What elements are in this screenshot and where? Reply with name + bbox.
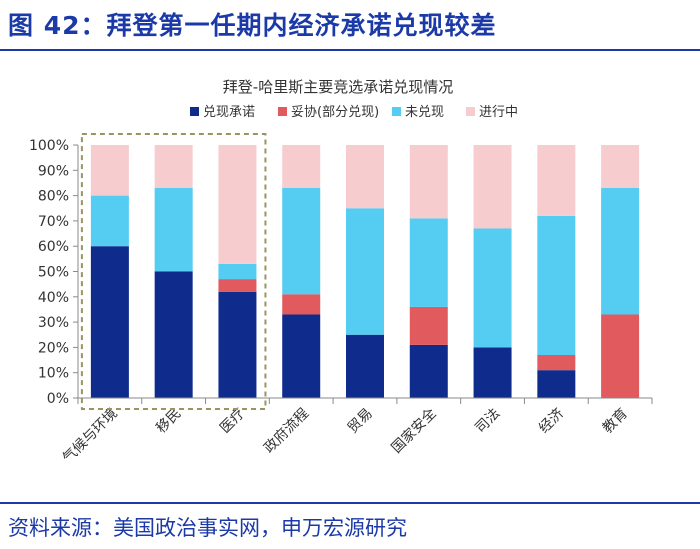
bar-segment bbox=[537, 370, 576, 398]
y-tick-label: 90% bbox=[38, 163, 69, 179]
bar-segment bbox=[473, 228, 512, 348]
bar-segment bbox=[537, 354, 576, 371]
bar-segment bbox=[346, 145, 384, 209]
x-tick-label: 医疗 bbox=[217, 406, 248, 437]
x-tick-label: 气候与环境 bbox=[60, 406, 121, 467]
legend-label: 未兑现 bbox=[405, 105, 444, 120]
bar-segment bbox=[409, 145, 448, 219]
bar-segment bbox=[601, 145, 640, 189]
y-tick-label: 50% bbox=[38, 265, 69, 281]
bar-segment bbox=[154, 188, 193, 272]
bar-segment bbox=[346, 334, 384, 398]
x-tick-label: 贸易 bbox=[345, 406, 376, 437]
bar-segment bbox=[473, 145, 512, 229]
legend-label: 兑现承诺 bbox=[203, 105, 255, 120]
bar-segment bbox=[90, 145, 129, 196]
x-tick-label: 国家安全 bbox=[388, 405, 440, 457]
bar-segment bbox=[218, 263, 257, 280]
y-tick-label: 20% bbox=[38, 340, 69, 356]
bar-segment bbox=[218, 145, 257, 264]
y-tick-label: 60% bbox=[38, 239, 69, 255]
bars bbox=[90, 145, 640, 398]
legend-swatch bbox=[278, 107, 287, 116]
x-axis: 气候与环境 移民 医疗 政府流程 贸易 国家安全 司法 经济 教育 bbox=[60, 397, 653, 467]
title-underline bbox=[0, 49, 700, 51]
legend-label: 妥协(部分兑现) bbox=[291, 105, 379, 120]
bar-segment bbox=[90, 195, 129, 247]
y-tick-label: 40% bbox=[38, 290, 69, 306]
footer-rule bbox=[0, 502, 700, 504]
bar-segment bbox=[154, 145, 193, 189]
source-note: 资料来源：美国政治事实网，申万宏源研究 bbox=[8, 516, 407, 540]
y-tick-label: 0% bbox=[47, 391, 69, 407]
bar-segment bbox=[282, 294, 321, 315]
bar-segment bbox=[473, 347, 512, 398]
legend: 兑现承诺 妥协(部分兑现) 未兑现 进行中 bbox=[190, 105, 518, 120]
x-tick-label: 司法 bbox=[472, 406, 503, 437]
x-tick-label: 移民 bbox=[153, 406, 184, 437]
bar-segment bbox=[537, 145, 576, 216]
legend-swatch bbox=[190, 107, 199, 116]
y-tick-label: 100% bbox=[29, 138, 69, 154]
x-tick-label: 经济 bbox=[536, 406, 567, 437]
bar-segment bbox=[282, 188, 321, 295]
bar-segment bbox=[346, 208, 384, 335]
x-tick-label: 政府流程 bbox=[261, 406, 312, 457]
bar-segment bbox=[409, 218, 448, 307]
y-tick-label: 30% bbox=[38, 315, 69, 331]
bar-segment bbox=[601, 314, 640, 398]
x-tick-label: 教育 bbox=[600, 406, 631, 437]
bar-segment bbox=[90, 246, 129, 398]
y-tick-label: 70% bbox=[38, 214, 69, 230]
figure-title: 图 42：拜登第一任期内经济承诺兑现较差 bbox=[8, 11, 497, 40]
y-tick-label: 10% bbox=[38, 366, 69, 382]
bar-segment bbox=[601, 188, 640, 315]
legend-swatch bbox=[466, 107, 475, 116]
bar-segment bbox=[537, 215, 576, 355]
bar-segment bbox=[218, 291, 257, 398]
bar-segment bbox=[282, 314, 321, 398]
bar-segment bbox=[282, 145, 321, 189]
bar-segment bbox=[409, 306, 448, 345]
highlight-box bbox=[80, 133, 267, 410]
legend-swatch bbox=[392, 107, 401, 116]
bar-segment bbox=[154, 271, 193, 398]
bar-segment bbox=[409, 344, 448, 398]
legend-label: 进行中 bbox=[479, 105, 518, 120]
bar-segment bbox=[218, 279, 257, 292]
y-tick-label: 80% bbox=[38, 189, 69, 205]
y-axis: 0% 10% 20% 30% 40% 50% 60% 70% 80% 90% 100% bbox=[29, 138, 79, 407]
chart-title: 拜登-哈里斯主要竞选承诺兑现情况 bbox=[223, 78, 453, 96]
